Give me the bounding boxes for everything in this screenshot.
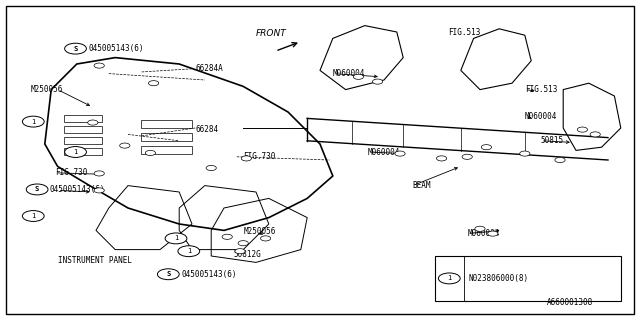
Text: 1: 1 xyxy=(31,213,35,219)
Circle shape xyxy=(235,249,245,254)
Circle shape xyxy=(438,273,460,284)
Text: M060004: M060004 xyxy=(525,112,557,121)
Circle shape xyxy=(590,132,600,137)
Text: S: S xyxy=(35,187,39,192)
Text: 1: 1 xyxy=(31,119,35,124)
Text: FIG.513: FIG.513 xyxy=(448,28,481,36)
Circle shape xyxy=(372,79,383,84)
Text: INSTRUMENT PANEL: INSTRUMENT PANEL xyxy=(58,256,132,265)
Text: 1: 1 xyxy=(187,248,191,254)
Text: BEAM: BEAM xyxy=(413,181,431,190)
Text: M060004: M060004 xyxy=(368,148,401,156)
Circle shape xyxy=(260,236,271,241)
Circle shape xyxy=(238,241,248,246)
Circle shape xyxy=(65,147,86,157)
Text: M060004: M060004 xyxy=(467,229,500,238)
Circle shape xyxy=(178,246,200,257)
Text: 66284: 66284 xyxy=(195,125,218,134)
Text: FIG.513: FIG.513 xyxy=(525,85,557,94)
Text: 045005143(6): 045005143(6) xyxy=(181,270,237,279)
Circle shape xyxy=(555,157,565,163)
Circle shape xyxy=(148,81,159,86)
Text: 1: 1 xyxy=(447,276,451,281)
Circle shape xyxy=(165,233,187,244)
Circle shape xyxy=(577,127,588,132)
Circle shape xyxy=(145,150,156,156)
Text: 66284A: 66284A xyxy=(195,64,223,73)
Text: FIG.730: FIG.730 xyxy=(55,168,88,177)
Circle shape xyxy=(22,116,44,127)
Circle shape xyxy=(94,188,104,193)
Circle shape xyxy=(436,156,447,161)
Circle shape xyxy=(120,143,130,148)
Circle shape xyxy=(94,171,104,176)
Circle shape xyxy=(222,234,232,239)
Text: M250056: M250056 xyxy=(31,85,63,94)
Circle shape xyxy=(481,145,492,150)
Text: 1: 1 xyxy=(74,149,77,155)
Circle shape xyxy=(395,151,405,156)
Text: 50815: 50815 xyxy=(541,136,564,145)
Text: A660001308: A660001308 xyxy=(547,298,593,307)
Circle shape xyxy=(488,231,498,236)
Circle shape xyxy=(94,63,104,68)
Circle shape xyxy=(462,154,472,159)
Text: S: S xyxy=(166,271,170,277)
Circle shape xyxy=(206,165,216,171)
Circle shape xyxy=(353,74,364,79)
Circle shape xyxy=(520,151,530,156)
Text: N023806000(8): N023806000(8) xyxy=(468,274,529,283)
Text: FRONT: FRONT xyxy=(256,29,287,38)
Circle shape xyxy=(22,211,44,221)
Circle shape xyxy=(475,226,485,231)
Text: 50812G: 50812G xyxy=(234,250,261,259)
Text: M250056: M250056 xyxy=(243,228,276,236)
Text: S: S xyxy=(74,46,77,52)
Text: FIG.730: FIG.730 xyxy=(243,152,276,161)
Text: 1: 1 xyxy=(174,236,178,241)
Circle shape xyxy=(241,156,252,161)
Text: M060004: M060004 xyxy=(333,69,365,78)
Circle shape xyxy=(88,120,98,125)
Text: 045005143(6): 045005143(6) xyxy=(50,185,106,194)
Text: 045005143(6): 045005143(6) xyxy=(88,44,144,53)
